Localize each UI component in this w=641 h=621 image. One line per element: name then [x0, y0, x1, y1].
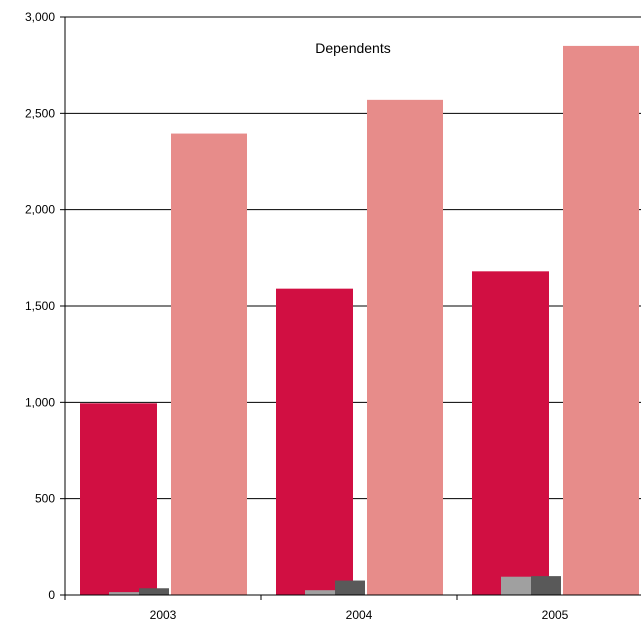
- chart-title: Dependents: [315, 40, 391, 56]
- bar: [305, 590, 335, 595]
- bars: [80, 45, 639, 595]
- bar: [335, 580, 365, 595]
- bar: [367, 99, 443, 595]
- bar: [531, 576, 561, 595]
- x-axis-tick-labels: 2003 2004 2005: [150, 608, 569, 621]
- y-tick-label: 1,500: [25, 299, 55, 313]
- axes: [64, 17, 641, 600]
- bar: [276, 288, 353, 595]
- bar: [501, 576, 531, 595]
- bar: [139, 588, 169, 595]
- y-tick-label: 2,000: [25, 203, 55, 217]
- bar: [563, 45, 639, 595]
- bar: [80, 403, 157, 595]
- bar: [472, 271, 549, 595]
- x-tick-label: 2003: [150, 608, 177, 621]
- y-tick-label: 0: [48, 588, 55, 602]
- y-tick-label: 2,500: [25, 106, 55, 120]
- bar: [171, 133, 247, 595]
- y-axis-tick-labels: 0 500 1,000 1,500 2,000 2,500 3,000: [25, 10, 55, 602]
- x-tick-label: 2004: [346, 608, 373, 621]
- x-tick-label: 2005: [542, 608, 569, 621]
- y-tick-label: 3,000: [25, 10, 55, 24]
- y-tick-label: 500: [35, 492, 55, 506]
- bar: [109, 592, 139, 595]
- y-tick-label: 1,000: [25, 395, 55, 409]
